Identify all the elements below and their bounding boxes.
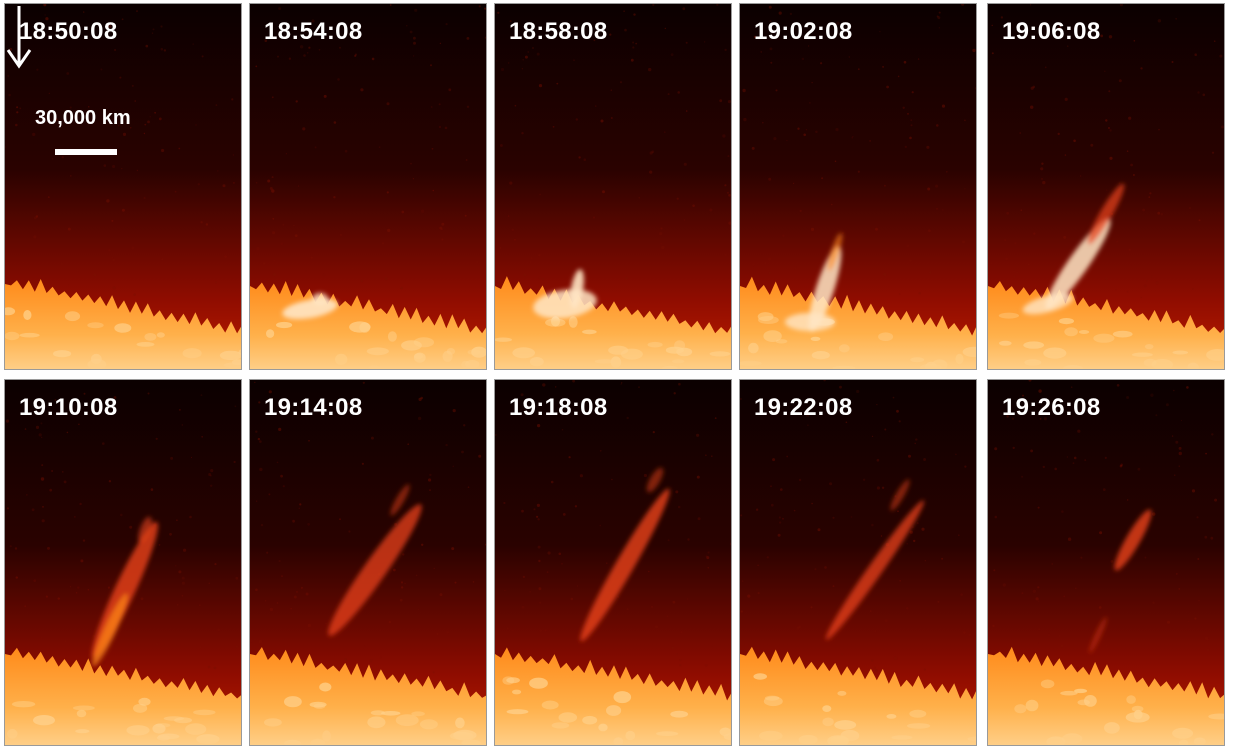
timestamp-label: 19:14:08 xyxy=(264,394,363,421)
timestamp-label: 19:26:08 xyxy=(1002,394,1101,421)
timestamp-label: 19:18:08 xyxy=(509,394,608,421)
timestamp-label: 18:58:08 xyxy=(509,18,608,45)
timestamp-label: 19:02:08 xyxy=(754,18,853,45)
solar-image xyxy=(495,380,731,745)
jet xyxy=(328,484,422,636)
solar-image xyxy=(250,4,486,369)
jet xyxy=(785,232,843,332)
solar-image xyxy=(495,4,731,369)
image-panel: 19:26:08 xyxy=(987,379,1225,746)
image-panel: 18:54:08 xyxy=(249,3,487,370)
image-panel: 19:10:08 xyxy=(4,379,242,746)
image-panel: 19:02:08 xyxy=(739,3,977,370)
solar-image xyxy=(988,380,1224,745)
solar-image xyxy=(5,4,241,369)
jet xyxy=(282,293,338,320)
image-panel: 19:18:08 xyxy=(494,379,732,746)
image-panel: 18:50:08 30,000 km xyxy=(4,3,242,370)
timestamp-label: 19:22:08 xyxy=(754,394,853,421)
timestamp-label: 19:10:08 xyxy=(19,394,118,421)
jet xyxy=(580,467,670,642)
jet xyxy=(92,516,158,667)
timestamp-label: 18:54:08 xyxy=(264,18,363,45)
timestamp-label: 19:06:08 xyxy=(1002,18,1101,45)
image-panel: 19:06:08 xyxy=(987,3,1225,370)
image-panel: 18:58:08 xyxy=(494,3,732,370)
image-panel: 19:22:08 xyxy=(739,379,977,746)
jet xyxy=(825,479,925,640)
down-arrow-icon xyxy=(6,6,32,69)
jet xyxy=(533,269,597,319)
solar-image xyxy=(988,4,1224,369)
solar-image xyxy=(740,380,976,745)
jet xyxy=(1089,509,1152,654)
jet xyxy=(1022,183,1125,315)
scale-bar xyxy=(55,149,117,155)
solar-image xyxy=(740,4,976,369)
solar-image xyxy=(5,380,241,745)
scale-bar-label: 30,000 km xyxy=(35,107,131,129)
timestamp-label: 18:50:08 xyxy=(19,18,118,45)
solar-image xyxy=(250,380,486,745)
image-panel: 19:14:08 xyxy=(249,379,487,746)
